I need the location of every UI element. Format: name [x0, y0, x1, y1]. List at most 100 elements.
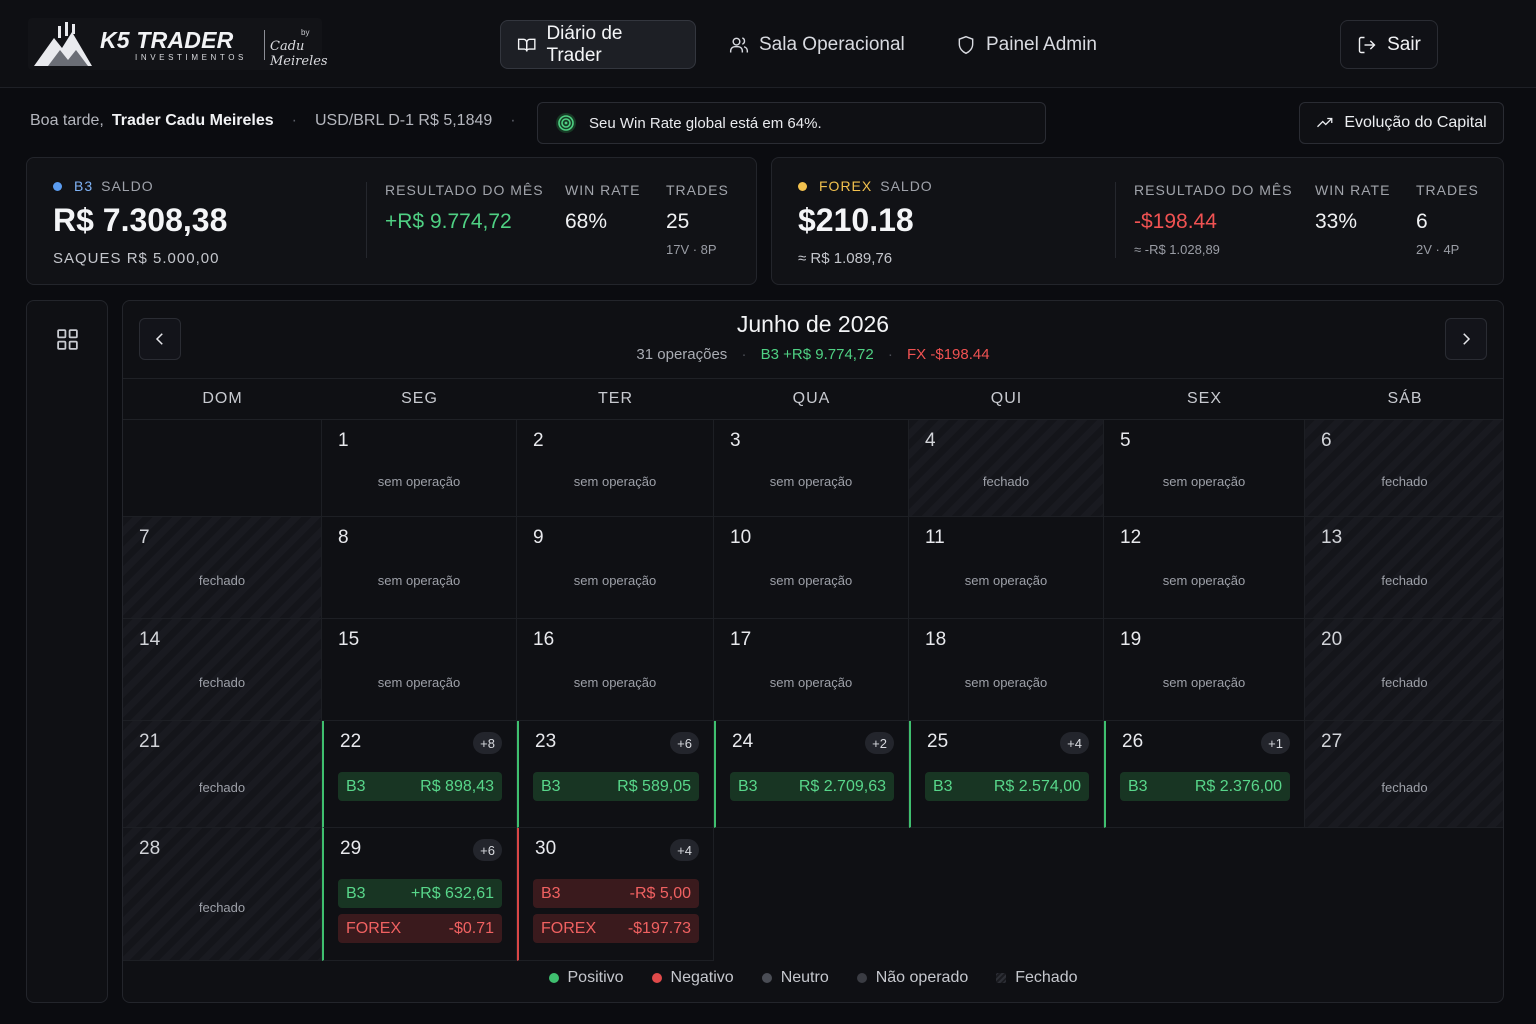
- calendar-day-20[interactable]: 20 fechado: [1305, 619, 1503, 721]
- shield-icon: [958, 35, 974, 54]
- calendar-day-8[interactable]: 8 sem operação: [322, 517, 517, 619]
- calendar-day-10[interactable]: 10 sem operação: [714, 517, 909, 619]
- nav-diario-trader[interactable]: Diário de Trader: [500, 20, 696, 69]
- calendar-day-26[interactable]: 26 +1 B3 R$ 2.376,00: [1104, 721, 1305, 828]
- calendar-day-13[interactable]: 13 fechado: [1305, 517, 1503, 619]
- calendar-day-29[interactable]: 29 +6 B3 +R$ 632,61 FOREX -$0.71: [322, 828, 517, 961]
- day-result-pill[interactable]: B3 R$ 2.574,00: [925, 772, 1089, 801]
- pill-market: B3: [541, 884, 561, 902]
- calendar-panel: Junho de 2026 31 operações · B3 +R$ 9.77…: [122, 300, 1504, 1003]
- day-number: 7: [139, 527, 150, 548]
- calendar-day-7[interactable]: 7 fechado: [123, 517, 322, 619]
- calendar-day-15[interactable]: 15 sem operação: [322, 619, 517, 721]
- forex-trades: TRADES 6 2V · 4P: [1416, 182, 1479, 257]
- weekday-label: QUI: [990, 390, 1023, 407]
- calendar-day-12[interactable]: 12 sem operação: [1104, 517, 1305, 619]
- logout-button[interactable]: Sair: [1340, 20, 1438, 69]
- calendar-day-27[interactable]: 27 fechado: [1305, 721, 1503, 828]
- trade-count-badge: +6: [473, 839, 502, 861]
- day-result-pill[interactable]: B3 R$ 589,05: [533, 772, 699, 801]
- day-status-note: fechado: [198, 899, 246, 915]
- legend-item: Negativo: [651, 969, 734, 987]
- weekday-label: TER: [598, 390, 633, 407]
- day-status-note: sem operação: [573, 675, 657, 690]
- day-number: 2: [533, 430, 544, 451]
- b3-resultado: RESULTADO DO MÊS +R$ 9.774,72: [385, 182, 544, 234]
- trade-count-badge: +4: [670, 839, 699, 861]
- legend-swatch-icon: [996, 973, 1007, 983]
- day-status-note: sem operação: [1162, 573, 1246, 588]
- ops-count: 31 operações: [636, 346, 728, 363]
- b3-trades-breakdown: 17V · 8P: [666, 242, 717, 257]
- calendar-day-24[interactable]: 24 +2 B3 R$ 2.709,63: [714, 721, 909, 828]
- weekday-label: SEX: [1186, 390, 1222, 407]
- capital-evolution-button[interactable]: Evolução do Capital: [1299, 102, 1504, 144]
- nav-sala-operacional[interactable]: Sala Operacional: [713, 20, 921, 69]
- b3-saques-label: SAQUES: [53, 250, 122, 267]
- day-status-note: fechado: [198, 779, 246, 795]
- calendar-day-4[interactable]: 4 fechado: [909, 420, 1104, 517]
- k5-logo[interactable]: K5 TRADER INVESTIMENTOS by Cadu Meireles: [28, 18, 328, 70]
- day-number: 13: [1321, 527, 1343, 548]
- day-status-note: fechado: [1381, 473, 1428, 489]
- day-status-note: fechado: [1381, 675, 1428, 690]
- calendar-day-22[interactable]: 22 +8 B3 R$ 898,43: [322, 721, 517, 828]
- pill-market: FOREX: [541, 919, 597, 937]
- day-status-note: sem operação: [1162, 675, 1246, 690]
- pill-market: B3: [541, 777, 561, 795]
- calendar-day-2[interactable]: 2 sem operação: [517, 420, 714, 517]
- b3-trades: TRADES 25 17V · 8P: [666, 182, 729, 257]
- calendar-legend: Positivo Negativo Neutro Não operado Fechado: [123, 969, 1503, 987]
- pill-market: B3: [738, 777, 758, 795]
- day-number: 4: [925, 430, 936, 451]
- calendar-day-9[interactable]: 9 sem operação: [517, 517, 714, 619]
- forex-saldo-label: SALDO: [880, 178, 933, 194]
- calendar-day-18[interactable]: 18 sem operação: [909, 619, 1104, 721]
- forex-trades-breakdown: 2V · 4P: [1416, 242, 1460, 257]
- day-number: 6: [1321, 430, 1332, 451]
- day-result-pill[interactable]: B3 R$ 898,43: [338, 772, 502, 801]
- weekday-label: SEG: [401, 390, 438, 407]
- calendar-day-17[interactable]: 17 sem operação: [714, 619, 909, 721]
- day-number: 19: [1120, 629, 1142, 650]
- forex-winrate-value: 33%: [1315, 210, 1358, 233]
- day-result-pill[interactable]: B3 +R$ 632,61: [338, 879, 502, 908]
- day-status-note: sem operação: [769, 473, 853, 489]
- calendar-day-16[interactable]: 16 sem operação: [517, 619, 714, 721]
- day-number: 16: [533, 629, 555, 650]
- calendar-day-21[interactable]: 21 fechado: [123, 721, 322, 828]
- greeting-name: Trader Cadu Meireles: [111, 112, 274, 129]
- forex-saldo-value: $210.18: [798, 202, 914, 238]
- calendar-day-11[interactable]: 11 sem operação: [909, 517, 1104, 619]
- card-divider: [1115, 182, 1116, 258]
- prev-month-button[interactable]: [139, 318, 181, 360]
- day-result-pill[interactable]: B3 R$ 2.376,00: [1120, 772, 1290, 801]
- calendar-day-30[interactable]: 30 +4 B3 -R$ 5,00 FOREX -$197.73: [517, 828, 714, 961]
- b3-market-label: B3: [74, 178, 94, 194]
- calendar-day-19[interactable]: 19 sem operação: [1104, 619, 1305, 721]
- calendar-day-6[interactable]: 6 fechado: [1305, 420, 1503, 517]
- grid-view-icon[interactable]: [55, 327, 80, 352]
- winrate-message: Seu Win Rate global está em 64%.: [589, 114, 822, 132]
- pill-value: -$197.73: [627, 919, 691, 937]
- trade-count-badge: +6: [670, 732, 699, 754]
- calendar-day-14[interactable]: 14 fechado: [123, 619, 322, 721]
- day-result-pill[interactable]: B3 -R$ 5,00: [533, 879, 699, 908]
- nav-painel-admin[interactable]: Painel Admin: [940, 20, 1113, 69]
- legend-swatch-icon: [856, 973, 867, 983]
- day-number: 29: [340, 838, 362, 859]
- day-result-pill[interactable]: FOREX -$197.73: [533, 914, 699, 943]
- forex-resultado-label: RESULTADO DO MÊS: [1134, 182, 1293, 198]
- calendar-day-5[interactable]: 5 sem operação: [1104, 420, 1305, 517]
- day-result-pill[interactable]: B3 R$ 2.709,63: [730, 772, 894, 801]
- calendar-day-23[interactable]: 23 +6 B3 R$ 589,05: [517, 721, 714, 828]
- legend-swatch-icon: [548, 973, 559, 983]
- calendar-day-1[interactable]: 1 sem operação: [322, 420, 517, 517]
- legend-label: Positivo: [567, 969, 624, 986]
- day-result-pill[interactable]: FOREX -$0.71: [338, 914, 502, 943]
- day-number: 20: [1321, 629, 1343, 650]
- calendar-day-3[interactable]: 3 sem operação: [714, 420, 909, 517]
- calendar-day-28[interactable]: 28 fechado: [123, 828, 322, 961]
- next-month-button[interactable]: [1445, 318, 1487, 360]
- calendar-day-25[interactable]: 25 +4 B3 R$ 2.574,00: [909, 721, 1104, 828]
